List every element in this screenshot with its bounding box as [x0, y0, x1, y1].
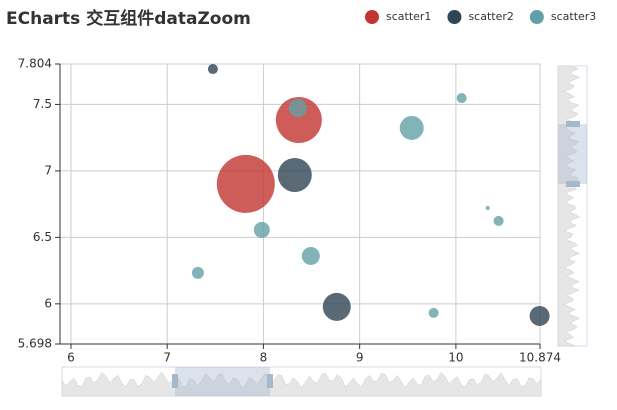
y-tick-label: 6 [44, 296, 52, 310]
legend-swatch [365, 10, 379, 24]
scatter-point [301, 246, 320, 265]
legend-item[interactable]: scatter3 [529, 10, 596, 24]
x-tick-label: 6 [67, 351, 75, 365]
scatter-point [529, 305, 550, 326]
legend-label: scatter3 [551, 10, 596, 23]
x-zoom-slider[interactable] [61, 366, 542, 397]
y-zoom-slider[interactable] [557, 65, 588, 347]
x-tick-label: 10.874 [519, 351, 561, 365]
scatter-point [493, 215, 504, 226]
scatter-point [485, 205, 490, 210]
scatter-point [253, 221, 270, 238]
x-tick-label: 9 [356, 351, 364, 365]
slider-shadow [557, 65, 581, 347]
x-tick-label: 7 [163, 351, 171, 365]
scatter-point [399, 115, 424, 140]
plot-area: 5.698 6 6.5 7 7.5 7.804 6 7 8 9 10 10.874 [18, 57, 561, 365]
y-tick-label: 7.804 [18, 57, 52, 71]
y-tick-label: 7 [44, 163, 52, 177]
legend: scatter1 scatter2 scatter3 [365, 10, 596, 24]
scatter-point [277, 158, 312, 193]
slider-window[interactable] [558, 124, 587, 184]
slider-window[interactable] [175, 367, 270, 396]
chart-title: ECharts 交互组件dataZoom [6, 8, 251, 29]
scatter-point [216, 154, 275, 213]
legend-item[interactable]: scatter2 [447, 10, 514, 24]
x-tick-label: 10 [448, 351, 463, 365]
scatter-point [288, 99, 307, 118]
x-tick-label: 8 [260, 351, 268, 365]
legend-item[interactable]: scatter1 [365, 10, 431, 24]
legend-label: scatter2 [468, 10, 513, 23]
y-tick-label: 6.5 [33, 230, 52, 244]
slider-handle[interactable] [566, 121, 580, 127]
scatter-point [428, 307, 439, 318]
legend-label: scatter1 [386, 10, 431, 23]
scatter-point [456, 93, 467, 104]
slider-handle[interactable] [172, 374, 178, 388]
scatter-point [322, 292, 351, 321]
y-tick-label: 5.698 [18, 337, 52, 351]
slider-handle[interactable] [267, 374, 273, 388]
slider-handle[interactable] [566, 181, 580, 187]
scatter-point [275, 96, 322, 143]
slider-shadow [61, 371, 542, 397]
y-tick-label: 7.5 [33, 97, 52, 111]
scatter-point [191, 266, 204, 279]
scatter-point [207, 64, 218, 75]
legend-swatch [529, 10, 544, 24]
legend-swatch [447, 10, 462, 24]
